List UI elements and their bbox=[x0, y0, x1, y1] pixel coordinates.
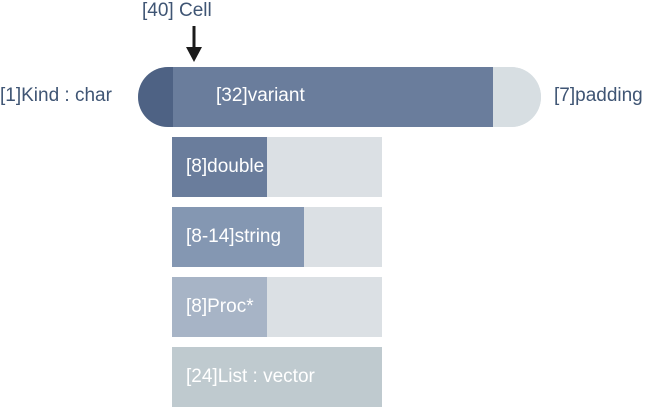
padding-segment bbox=[493, 67, 541, 127]
member-proc: [8]Proc* bbox=[172, 277, 382, 337]
member-label: [8]Proc* bbox=[186, 296, 254, 317]
member-fill bbox=[172, 207, 305, 267]
variant-segment bbox=[173, 67, 493, 127]
member-fill bbox=[172, 347, 382, 407]
arrow-down-icon bbox=[186, 26, 202, 62]
kind-segment bbox=[138, 67, 173, 127]
member-fill bbox=[172, 277, 267, 337]
variant-label: [32]variant bbox=[216, 85, 305, 106]
cell-label: [40] Cell bbox=[142, 0, 212, 21]
padding-label: [7]padding bbox=[554, 85, 643, 106]
member-label: [8]double bbox=[186, 156, 265, 177]
member-string: [8-14]string bbox=[172, 207, 382, 267]
member-label: [24]List : vector bbox=[186, 366, 315, 387]
member-fill bbox=[172, 137, 267, 197]
member-list: [24]List : vector bbox=[172, 347, 382, 407]
kind-label: [1]Kind : char bbox=[0, 85, 112, 106]
cell-bar bbox=[138, 67, 541, 127]
member-double: [8]double bbox=[172, 137, 382, 197]
member-label: [8-14]string bbox=[186, 226, 282, 247]
